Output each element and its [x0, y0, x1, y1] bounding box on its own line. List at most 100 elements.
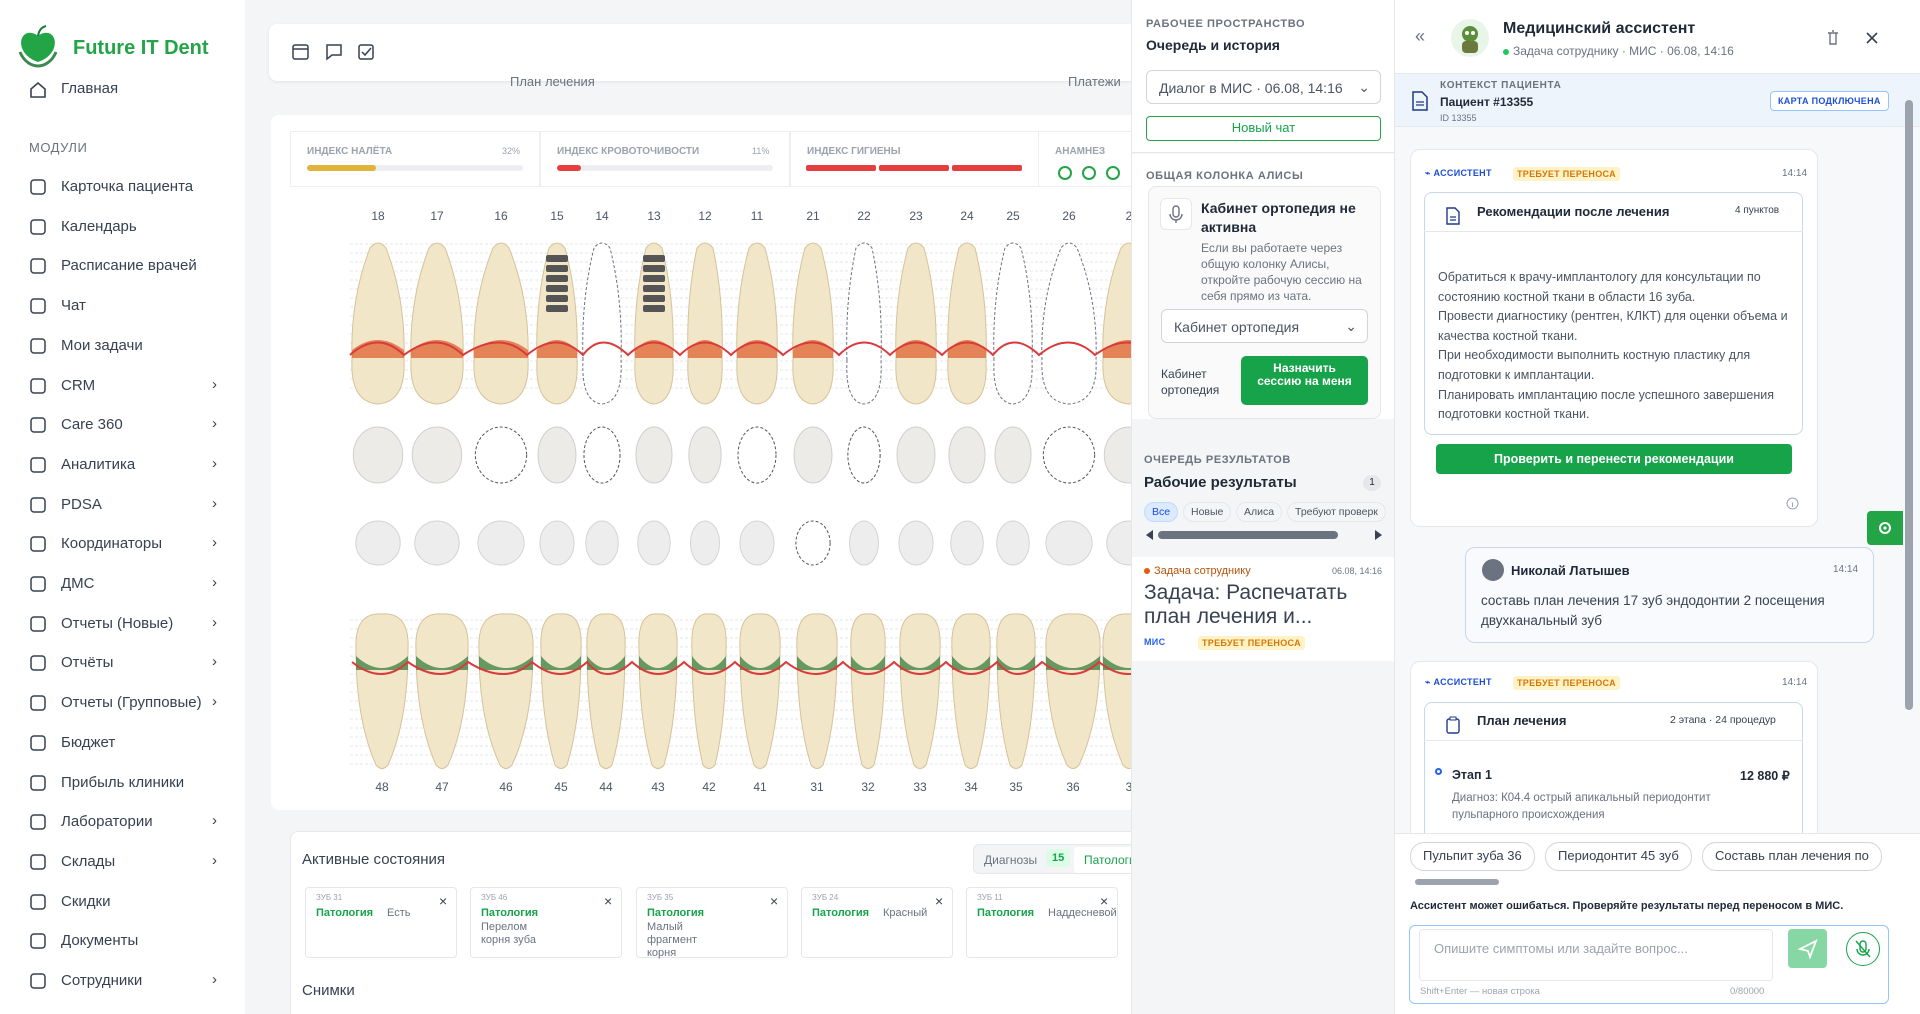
close-button[interactable]: × — [770, 893, 779, 909]
nav-icon — [30, 695, 46, 711]
result-badge: ТРЕБУЕТ ПЕРЕНОСА — [1198, 636, 1305, 650]
nav-icon — [30, 774, 46, 791]
close-button[interactable]: × — [1100, 893, 1109, 909]
scrollbar[interactable] — [1144, 528, 1384, 540]
tab[interactable]: Платежи — [1068, 74, 1121, 89]
close-button[interactable]: × — [439, 893, 448, 909]
close-button[interactable]: × — [935, 893, 944, 909]
cabinet-select[interactable]: Кабинет ортопедия ⌄ — [1161, 309, 1368, 343]
occlusal-lingual — [739, 520, 775, 566]
suggestion-chip[interactable]: Пульпит зуба 36 — [1410, 842, 1535, 871]
message-text: составь план лечения 17 зуб эндодонтии 2… — [1481, 593, 1825, 628]
condition-tooth: ЗУБ 35 — [647, 893, 674, 902]
nav-icon — [30, 735, 46, 751]
upper-tooth — [473, 242, 529, 405]
chevron: › — [212, 574, 217, 591]
header-actions[interactable] — [1825, 30, 1885, 46]
occlusal-lingual — [898, 520, 934, 566]
workspace-head — [1132, 0, 1394, 153]
transfer-button[interactable]: Проверить и перенести рекомендации — [1436, 444, 1792, 474]
nav-item[interactable]: Отчеты (Групповые) — [61, 694, 202, 712]
tab[interactable]: План лечения — [510, 74, 595, 89]
nav-icon — [30, 854, 46, 870]
nav-item[interactable]: Склады — [61, 852, 116, 870]
nav-item[interactable]: Карточка пациента — [61, 178, 194, 195]
settings-tab[interactable] — [1867, 511, 1903, 545]
nav-item[interactable]: CRM — [61, 376, 96, 394]
nav-item[interactable]: Care 360 — [61, 416, 123, 434]
upper-tooth — [792, 242, 834, 405]
tooth-number: 43 — [651, 780, 665, 794]
eyebrow: ОБЩАЯ КОЛОНКА АЛИСЫ — [1146, 170, 1304, 182]
subtitle-text: Задача сотруднику · МИС · 06.08, 14:16 — [1513, 44, 1734, 58]
filter-chip[interactable]: Требуют проверк — [1287, 502, 1386, 522]
chips-scrollbar[interactable] — [1415, 879, 1499, 885]
close-button[interactable]: × — [604, 893, 613, 909]
suggestion-chip[interactable]: Периодонтит 45 зуб — [1545, 842, 1692, 871]
occlusal-lingual — [1045, 520, 1093, 566]
section-title: Снимки — [302, 982, 355, 999]
mic-button[interactable] — [1846, 932, 1880, 966]
info-icon[interactable] — [1786, 497, 1799, 510]
workspace-title: Очередь и история — [1146, 37, 1280, 53]
dialog-select[interactable]: Диалог в МИС · 06.08, 14:16 ⌄ — [1146, 70, 1381, 104]
nav-item[interactable]: ДМС — [61, 575, 95, 592]
input-placeholder: Опишите симптомы или задайте вопрос... — [1434, 941, 1688, 956]
suggestion-chip[interactable]: Составь план лечения по — [1702, 842, 1882, 871]
lower-tooth — [638, 613, 678, 769]
nav-item[interactable]: Отчёты — [61, 654, 114, 672]
nav-item[interactable]: Сотрудники — [61, 972, 143, 989]
send-button[interactable] — [1788, 929, 1827, 968]
nav-item[interactable]: Бюджет — [61, 733, 116, 751]
occlusal-buccal — [948, 426, 986, 484]
card-title: Рекомендации после лечения — [1477, 204, 1670, 219]
nav-item[interactable]: Чат — [61, 297, 86, 315]
implant-thread — [546, 275, 568, 282]
nav-item[interactable]: Скидки — [61, 892, 111, 910]
card-title: План лечения — [1477, 713, 1567, 728]
chat-scrollbar[interactable] — [1905, 100, 1913, 710]
textarea[interactable] — [1419, 929, 1773, 981]
assistant-panel: « Медицинский ассистент Задача сотрудник… — [1394, 0, 1920, 1014]
nav-item[interactable]: PDSA — [61, 495, 102, 513]
nav-item[interactable]: Расписание врачей — [61, 257, 197, 275]
occlusal-buccal — [411, 426, 463, 484]
filter-tab[interactable]: Диагнозы — [984, 853, 1038, 867]
nav-item[interactable]: Координаторы — [61, 535, 163, 553]
toolbar-icons[interactable] — [291, 42, 391, 62]
chevron: › — [212, 534, 217, 552]
workspace: РАБОЧЕЕ ПРОСТРАНСТВО Очередь и история Д… — [1131, 0, 1394, 1014]
assign-button[interactable]: Назначить сессию на меня — [1241, 356, 1368, 405]
gum — [692, 656, 726, 670]
result-tag-text: Задача сотруднику — [1154, 565, 1251, 577]
filter-tab[interactable]: Патологи — [1074, 847, 1131, 873]
filter-chip[interactable]: Все — [1144, 502, 1179, 522]
nav-item[interactable]: Календарь — [61, 217, 137, 235]
nav-home[interactable]: Главная — [61, 80, 119, 97]
nav-item[interactable]: Лаборатории — [61, 813, 153, 831]
new-chat-button[interactable]: Новый чат — [1146, 116, 1381, 141]
nav-item[interactable]: Прибыль клиники — [61, 773, 185, 791]
lower-tooth — [796, 613, 838, 769]
tooth-number: 11 — [751, 209, 764, 223]
nav-item[interactable]: Аналитика — [61, 455, 136, 473]
chevron: › — [212, 971, 217, 988]
input-hint: Shift+Enter — новая строка — [1420, 986, 1540, 997]
collapse-button[interactable]: « — [1415, 26, 1426, 46]
anamnesis-icon — [1082, 166, 1096, 180]
condition-card — [966, 887, 1118, 958]
recommendation: Планировать имплантацию после успешного … — [1438, 387, 1775, 422]
anamnesis-icon — [1058, 166, 1072, 180]
gum — [851, 656, 885, 670]
nav-item[interactable]: Отчеты (Новые) — [61, 614, 174, 632]
chevron: › — [212, 851, 217, 869]
gum-line — [351, 660, 1131, 675]
nav-item[interactable]: Документы — [61, 932, 139, 950]
nav-item[interactable]: Мои задачи — [61, 336, 143, 354]
lower-tooth — [478, 613, 534, 769]
occlusal-buccal — [583, 426, 621, 484]
nav-icon — [30, 615, 46, 632]
filter-chip[interactable]: Новые — [1183, 502, 1232, 522]
filter-chip[interactable]: Алиса — [1236, 502, 1283, 522]
occlusal-buccal — [847, 426, 881, 484]
